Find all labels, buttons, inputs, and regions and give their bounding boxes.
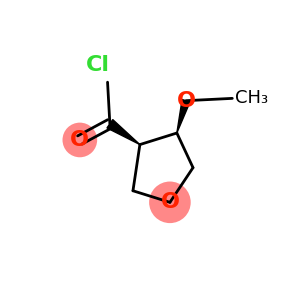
Text: O: O	[70, 130, 89, 150]
Text: O: O	[160, 192, 179, 212]
Polygon shape	[177, 100, 190, 133]
Text: Cl: Cl	[86, 55, 110, 75]
Circle shape	[149, 182, 191, 223]
Circle shape	[62, 123, 97, 157]
Text: O: O	[177, 91, 196, 111]
Text: CH₃: CH₃	[235, 89, 268, 107]
Polygon shape	[107, 120, 140, 145]
